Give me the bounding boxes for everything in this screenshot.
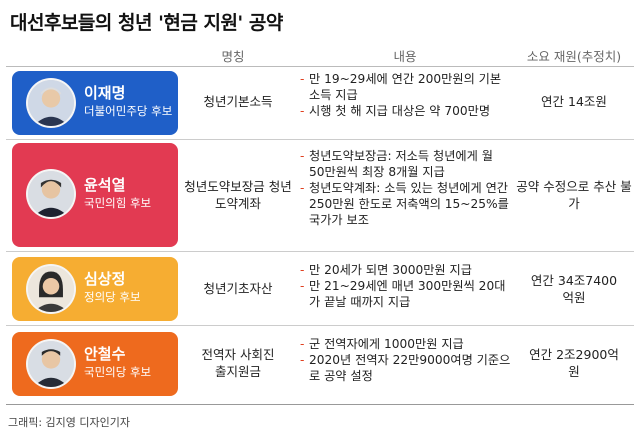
table-row: 안철수 국민의당 후보 전역자 사회진출지원금 -군 전역자에게 1000만원 … [0,326,640,402]
candidate-card-lee: 이재명 더불어민주당 후보 [12,71,178,135]
table-row: 이재명 더불어민주당 후보 청년기본소득 -만 19~29세에 연간 200만원… [0,67,640,139]
row-divider [6,251,634,252]
list-item: -군 전역자에게 1000만원 지급 [300,337,464,351]
candidate-portrait [26,339,76,389]
candidate-name: 안철수 [84,345,126,363]
cost-value: 연간 34조7400억원 [530,273,618,305]
cost-value: 연간 2조2900억원 [529,347,619,379]
policy-content: -만 19~29세에 연간 200만원의 기본소득 지급 - 시행 첫 해 지급 … [300,71,512,119]
candidate-party: 정의당 후보 [84,290,141,304]
candidate-card-sim: 심상정 정의당 후보 [12,257,178,321]
cost-value: 연간 14조원 [541,94,607,109]
row-divider [6,325,634,326]
candidate-card-yoon: 윤석열 국민의힘 후보 [12,143,178,247]
policy-name: 청년도약보장금 청년도약계좌 [184,179,292,211]
candidate-name: 윤석열 [84,176,126,194]
candidate-portrait [26,264,76,314]
policy-name: 청년기본소득 [203,94,273,109]
policy-content: - 청년도약보장금: 저소득 청년에게 월 50만원씩 최장 8개월 지급 - 청년… [300,148,512,228]
graphic-credit: 그래픽: 김지영 디자인기자 [8,416,131,429]
table-bottom-border [6,404,634,405]
candidate-card-ahn: 안철수 국민의당 후보 [12,332,178,396]
header-cost: 소요 재원(추정치) [526,49,622,64]
header-divider [6,66,634,67]
page-title: 대선후보들의 청년 '현금 지원' 공약 [10,12,283,34]
header-content: 내용 [393,49,417,64]
header-policy-name: 명칭 [221,49,245,64]
list-item: - 청년도약보장금: 저소득 청년에게 월 50만원씩 최장 8개월 지급 [300,149,493,179]
table-row: 심상정 정의당 후보 청년기초자산 -만 20세가 되면 3000만원 지급 -… [0,252,640,324]
candidate-party: 국민의당 후보 [84,365,152,379]
list-item: -만 19~29세에 연간 200만원의 기본소득 지급 [300,72,502,102]
candidate-party: 더불어민주당 후보 [84,104,173,118]
table-header: 명칭 내용 소요 재원(추정치) [0,44,640,66]
candidate-name: 이재명 [84,84,126,102]
cost-value: 공약 수정으로 추산 불가 [516,179,632,211]
policy-content: -군 전역자에게 1000만원 지급 -2020년 전역자 22만9000여명 … [300,336,512,384]
list-item: -만 20세가 되면 3000만원 지급 [300,263,472,277]
candidate-name: 심상정 [84,270,126,288]
candidate-portrait [26,169,76,219]
table-row: 윤석열 국민의힘 후보 청년도약보장금 청년도약계좌 - 청년도약보장금: 저소득… [0,140,640,250]
list-item: -2020년 전역자 22만9000여명 기준으로 공약 설정 [300,353,511,383]
candidate-portrait [26,78,76,128]
policy-name: 전역자 사회진출지원금 [201,347,275,379]
list-item: -만 21~29세엔 매년 300만원씩 20대가 끝날 때까지 지급 [300,279,506,309]
row-divider [6,139,634,140]
list-item: - 시행 첫 해 지급 대상은 약 700만명 [300,104,491,118]
candidate-party: 국민의힘 후보 [84,196,152,210]
policy-name: 청년기초자산 [203,281,273,296]
list-item: - 청년도약계좌: 소득 있는 청년에게 연간 250만원 한도로 저축액의 15… [300,181,509,227]
policy-content: -만 20세가 되면 3000만원 지급 -만 21~29세엔 매년 300만원… [300,262,512,310]
